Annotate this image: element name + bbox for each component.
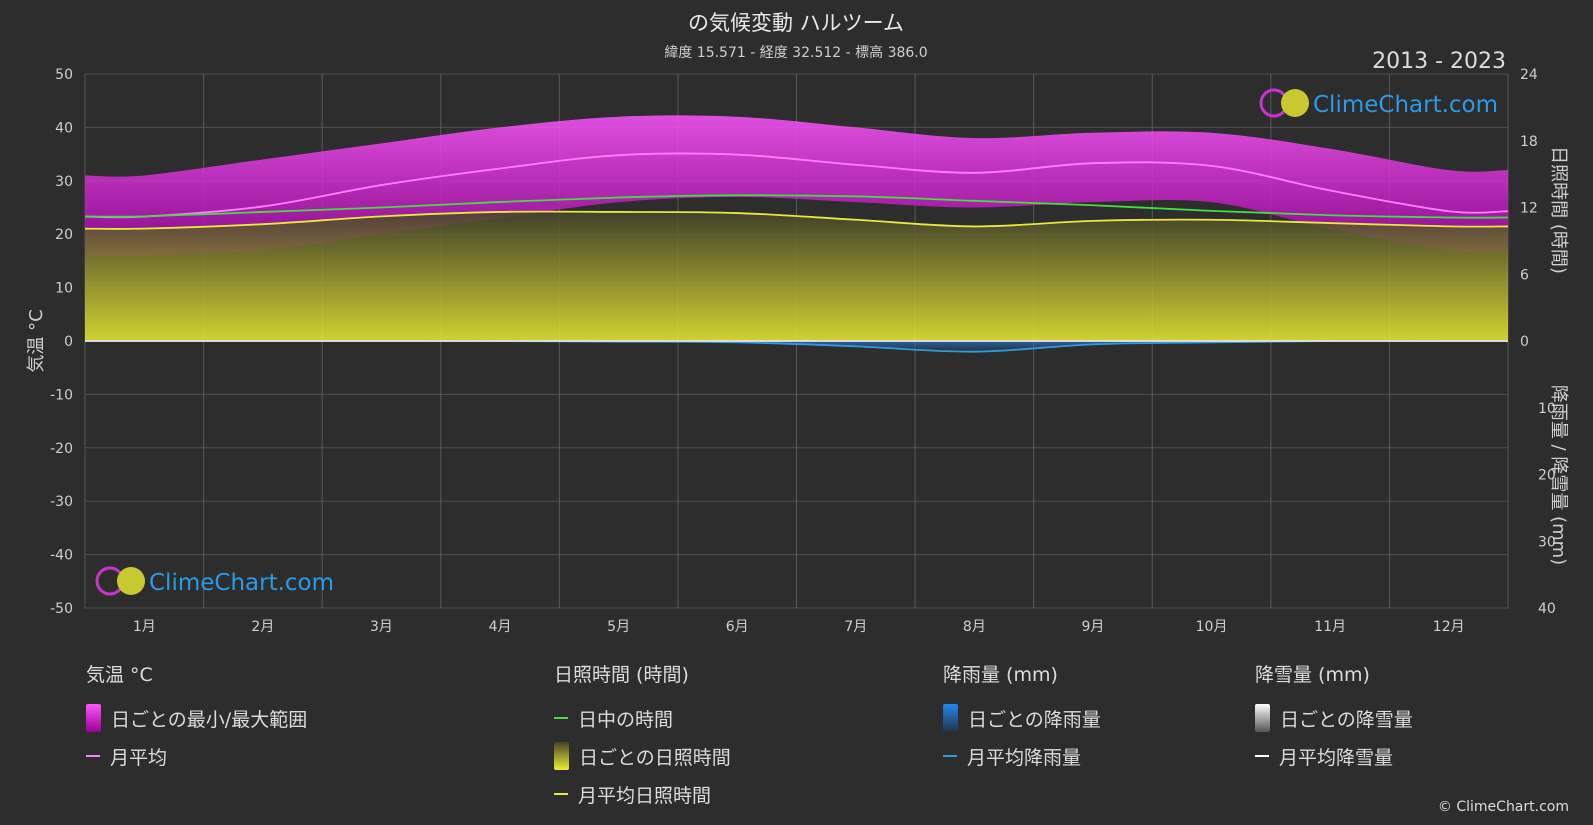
y-left-tick-label: -50: [50, 601, 73, 617]
x-tick-label: 4月: [489, 619, 512, 635]
y-right-top-tick-label: 6: [1520, 267, 1529, 283]
x-tick-label: 10月: [1196, 619, 1228, 635]
x-tick-label: 2月: [251, 619, 274, 635]
x-tick-label: 7月: [844, 619, 867, 635]
line-swatch: [86, 755, 100, 757]
watermark-top: ClimeChart.com: [1259, 88, 1498, 118]
y-left-tick-label: -10: [50, 387, 73, 403]
legend-sunshine: 日照時間 (時間) 日中の時間 日ごとの日照時間 月平均日照時間: [554, 660, 731, 813]
y-left-tick-label: 20: [55, 227, 73, 243]
legend-item: 月平均日照時間: [554, 775, 731, 813]
legend-item: 月平均降雨量: [943, 737, 1101, 775]
legend-label: 月平均日照時間: [578, 784, 712, 807]
y-left-tick-label: 0: [64, 334, 73, 350]
rain-swatch: [943, 704, 958, 732]
legend-title: 日照時間 (時間): [554, 664, 689, 686]
legend-title: 降雨量 (mm): [943, 664, 1058, 686]
legend-label: 日ごとの最小/最大範囲: [111, 708, 308, 731]
x-tick-label: 1月: [133, 619, 156, 635]
legend-label: 日ごとの降雪量: [1280, 708, 1413, 731]
y-right-bottom-tick-label: 30: [1538, 534, 1556, 550]
y-right-top-tick-label: 0: [1520, 334, 1529, 350]
axes: 50 40 30 20 10 0 -10 -20 -30 -40 -50 24 18 12 6 0 10 20 30…: [50, 67, 1556, 635]
chart-subtitle: 緯度 15.571 - 経度 32.512 - 標高 386.0: [664, 44, 927, 61]
legend-label: 月平均: [110, 746, 168, 769]
legend-item: 日ごとの日照時間: [554, 737, 731, 775]
chart-title: の気候変動 ハルツーム: [688, 11, 904, 35]
series-line-sunshine: [85, 194, 1508, 219]
sunshine-fill: [85, 211, 1508, 341]
legend-item: 日ごとの降雨量: [943, 699, 1101, 737]
legend-item: 月平均: [86, 737, 307, 775]
watermark-text: ClimeChart.com: [149, 570, 334, 596]
legend-label: 月平均降雪量: [1279, 746, 1394, 769]
line-swatch: [554, 717, 568, 719]
series-line-temperature: [85, 152, 1508, 219]
y-right-top-tick-label: 12: [1520, 201, 1538, 217]
legend-label: 日ごとの日照時間: [579, 746, 731, 769]
y-left-tick-label: -40: [50, 548, 73, 564]
y-right-top-tick-label: 18: [1520, 134, 1538, 150]
legend-item: 日ごとの最小/最大範囲: [86, 699, 307, 737]
legend-snow: 降雪量 (mm) 日ごとの降雪量 月平均降雪量: [1255, 660, 1413, 775]
y-left-tick-label: -30: [50, 494, 73, 510]
x-tick-label: 8月: [963, 619, 986, 635]
series-lines: [85, 152, 1508, 353]
copyright: © ClimeChart.com: [1437, 799, 1569, 815]
legend-label: 月平均降雨量: [967, 746, 1082, 769]
legend-temperature: 気温 °C 日ごとの最小/最大範囲 月平均: [86, 660, 307, 775]
sunshine-swatch: [554, 742, 569, 770]
x-tick-label: 3月: [370, 619, 393, 635]
rain-area: [85, 340, 1508, 352]
legend-rain: 降雨量 (mm) 日ごとの降雨量 月平均降雨量: [943, 660, 1101, 775]
legend-title: 気温 °C: [86, 664, 153, 686]
y-left-label: 気温 °C: [26, 309, 47, 372]
y-left-tick-label: 30: [55, 174, 73, 190]
y-right-bottom-label: 降雨量 / 降雪量 (mm): [1548, 385, 1569, 565]
y-right-bottom-tick-label: 20: [1538, 468, 1556, 484]
x-tick-label: 11月: [1314, 619, 1346, 635]
line-swatch: [943, 755, 957, 757]
line-swatch: [554, 793, 568, 795]
watermark-text: ClimeChart.com: [1313, 92, 1498, 118]
logo-sun-icon: [117, 567, 145, 595]
sunshine-area: [85, 211, 1508, 341]
y-left-tick-label: 40: [55, 120, 73, 136]
x-tick-label: 6月: [726, 619, 749, 635]
y-left-tick-label: 10: [55, 281, 73, 297]
y-right-bottom-tick-label: 10: [1538, 401, 1556, 417]
x-tick-label: 12月: [1433, 619, 1465, 635]
y-right-top-tick-label: 24: [1520, 67, 1538, 83]
legend-item: 日ごとの降雪量: [1255, 699, 1413, 737]
y-left-tick-label: 50: [55, 67, 73, 83]
snow-swatch: [1255, 704, 1270, 732]
line-swatch: [1255, 755, 1269, 757]
chart-period: 2013 - 2023: [1372, 49, 1506, 74]
rain-fill: [85, 340, 1508, 352]
y-right-bottom-tick-label: 40: [1538, 601, 1556, 617]
legend-label: 日中の時間: [578, 708, 674, 731]
range-swatch: [86, 704, 101, 732]
legend-item: 月平均降雪量: [1255, 737, 1413, 775]
legend-label: 日ごとの降雨量: [968, 708, 1101, 731]
y-right-top-label: 日照時間 (時間): [1548, 146, 1569, 274]
y-left-tick-label: -20: [50, 441, 73, 457]
legend-item: 日中の時間: [554, 699, 731, 737]
x-tick-label: 5月: [607, 619, 630, 635]
logo-sun-icon: [1281, 89, 1309, 117]
x-tick-label: 9月: [1081, 619, 1104, 635]
series-line-sunshine: [85, 210, 1508, 230]
legend-title: 降雪量 (mm): [1255, 664, 1370, 686]
watermark-bottom: ClimeChart.com: [95, 566, 334, 596]
